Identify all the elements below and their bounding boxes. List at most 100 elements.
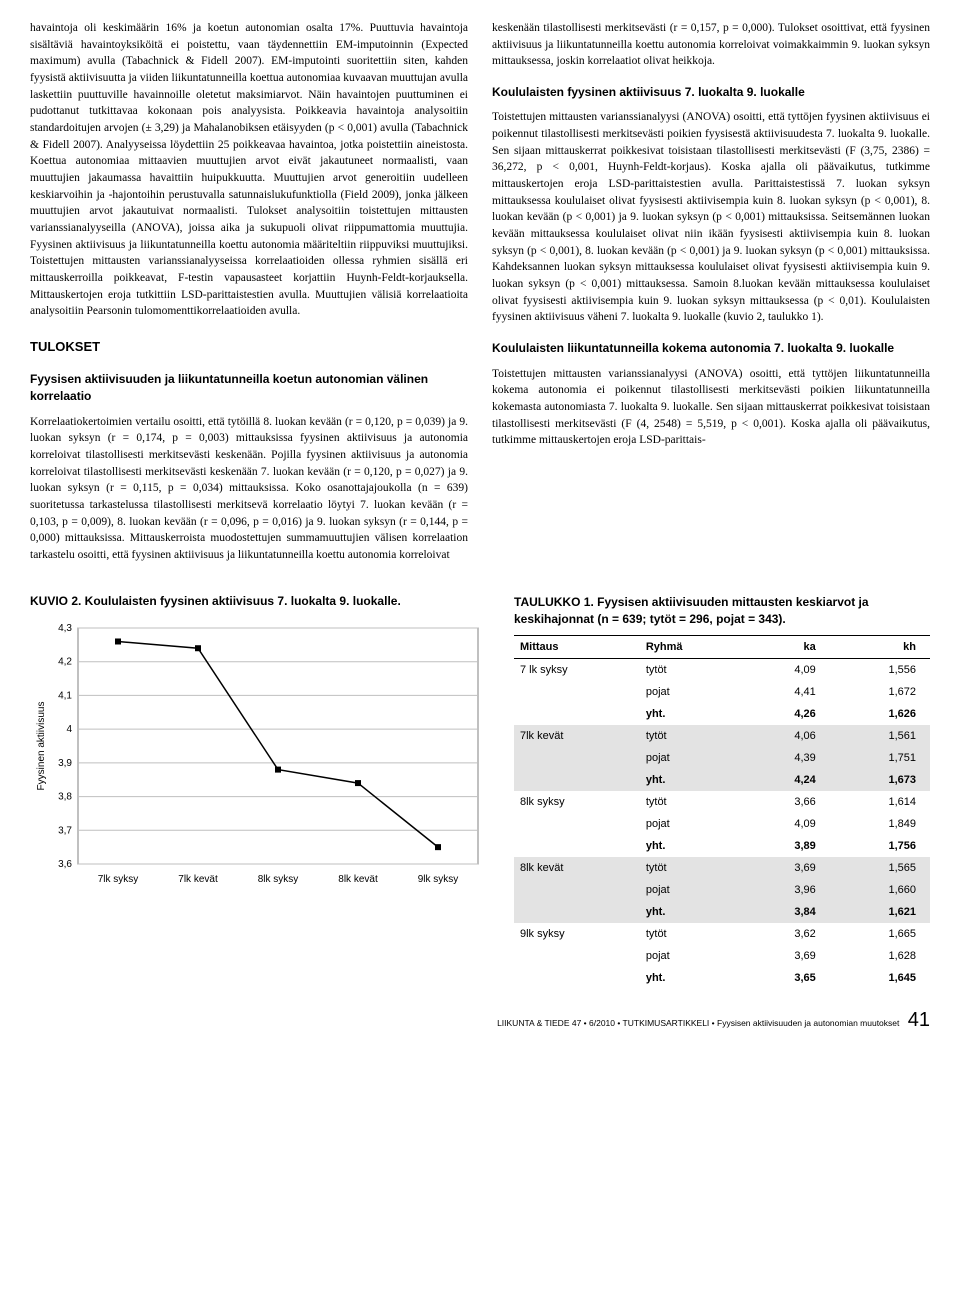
table-cell: pojat [640, 681, 743, 703]
table-row: yht.4,241,673 [514, 769, 930, 791]
svg-text:8lk syksy: 8lk syksy [258, 874, 299, 885]
table-cell: pojat [640, 813, 743, 835]
svg-text:7lk kevät: 7lk kevät [178, 874, 218, 885]
table-cell: 8lk kevät [514, 857, 640, 879]
table-cell: 4,39 [742, 747, 829, 769]
svg-text:4,3: 4,3 [58, 623, 72, 634]
svg-text:3,6: 3,6 [58, 859, 72, 870]
table-cell [514, 967, 640, 989]
table-cell: 1,751 [830, 747, 930, 769]
section-heading-tulokset: TULOKSET [30, 338, 468, 357]
body-paragraph: Toistettujen mittausten varianssianalyys… [492, 366, 930, 449]
table-cell: pojat [640, 945, 743, 967]
table-cell: yht. [640, 703, 743, 725]
table-cell: pojat [640, 879, 743, 901]
table-cell: 4,24 [742, 769, 829, 791]
table-row: yht.3,841,621 [514, 901, 930, 923]
table-1-caption: TAULUKKO 1. Fyysisen aktiivisuuden mitta… [514, 594, 930, 628]
table-row: pojat3,961,660 [514, 879, 930, 901]
table-cell: 4,09 [742, 813, 829, 835]
table-cell: 1,556 [830, 659, 930, 682]
svg-text:Fyysinen aktiivisuus: Fyysinen aktiivisuus [36, 701, 47, 790]
svg-text:3,8: 3,8 [58, 791, 72, 802]
table-cell: 3,96 [742, 879, 829, 901]
table-cell: 7 lk syksy [514, 659, 640, 682]
figure-2-chart: 4,3 4,2 4,1 4 3,9 3,8 3,7 3,6 7lk syksy 7lk kevät… [30, 618, 490, 898]
svg-text:8lk kevät: 8lk kevät [338, 874, 378, 885]
table-cell: 1,673 [830, 769, 930, 791]
table-cell: 1,645 [830, 967, 930, 989]
table-cell: 1,756 [830, 835, 930, 857]
table-header-cell: ka [742, 636, 829, 659]
figure-2-block: KUVIO 2. Koululaisten fyysinen aktiivisu… [30, 594, 490, 903]
footer-text: LIIKUNTA & TIEDE 47 • 6/2010 • TUTKIMUSA… [497, 1018, 899, 1028]
table-cell: 1,565 [830, 857, 930, 879]
page-number: 41 [908, 1009, 930, 1031]
table-cell: tytöt [640, 791, 743, 813]
svg-text:7lk syksy: 7lk syksy [98, 874, 139, 885]
table-header-cell: Ryhmä [640, 636, 743, 659]
table-cell: 3,84 [742, 901, 829, 923]
table-cell: tytöt [640, 923, 743, 945]
table-cell: yht. [640, 769, 743, 791]
table-row: yht.4,261,626 [514, 703, 930, 725]
table-cell: 4,26 [742, 703, 829, 725]
table-1: MittausRyhmäkakh7 lk syksytytöt4,091,556… [514, 635, 930, 989]
table-cell: 1,621 [830, 901, 930, 923]
table-cell: 1,672 [830, 681, 930, 703]
svg-text:4,2: 4,2 [58, 656, 72, 667]
table-cell: yht. [640, 901, 743, 923]
body-paragraph: keskenään tilastollisesti merkitsevästi … [492, 20, 930, 70]
table-cell: yht. [640, 967, 743, 989]
table-cell: 1,626 [830, 703, 930, 725]
body-paragraph: havaintoja oli keskimäärin 16% ja koetun… [30, 20, 468, 320]
table-row: 9lk syksytytöt3,621,665 [514, 923, 930, 945]
table-row: 7 lk syksytytöt4,091,556 [514, 659, 930, 682]
table-row: 8lk syksytytöt3,661,614 [514, 791, 930, 813]
table-cell: 1,849 [830, 813, 930, 835]
svg-text:3,9: 3,9 [58, 758, 72, 769]
table-cell: 1,660 [830, 879, 930, 901]
table-row: pojat3,691,628 [514, 945, 930, 967]
table-cell: 4,06 [742, 725, 829, 747]
table-cell: 7lk kevät [514, 725, 640, 747]
subheading-autonomy: Koululaisten liikuntatunneilla kokema au… [492, 340, 930, 357]
svg-text:9lk syksy: 9lk syksy [418, 874, 459, 885]
table-cell: 8lk syksy [514, 791, 640, 813]
table-cell: 4,09 [742, 659, 829, 682]
right-column: keskenään tilastollisesti merkitsevästi … [492, 20, 930, 574]
table-cell: tytöt [640, 725, 743, 747]
left-column: havaintoja oli keskimäärin 16% ja koetun… [30, 20, 468, 574]
table-cell [514, 879, 640, 901]
table-cell [514, 703, 640, 725]
table-cell: 3,69 [742, 857, 829, 879]
table-row: pojat4,391,751 [514, 747, 930, 769]
table-cell: 1,614 [830, 791, 930, 813]
svg-text:3,7: 3,7 [58, 825, 72, 836]
table-cell: tytöt [640, 659, 743, 682]
svg-text:4: 4 [66, 724, 72, 735]
table-cell: yht. [640, 835, 743, 857]
table-cell: 3,62 [742, 923, 829, 945]
table-cell: 4,41 [742, 681, 829, 703]
table-cell: 3,66 [742, 791, 829, 813]
svg-text:4,1: 4,1 [58, 690, 72, 701]
table-cell [514, 901, 640, 923]
table-cell [514, 681, 640, 703]
body-paragraph: Korrelaatiokertoimien vertailu osoitti, … [30, 414, 468, 564]
table-row: yht.3,651,645 [514, 967, 930, 989]
table-row: 8lk kevättytöt3,691,565 [514, 857, 930, 879]
table-row: yht.3,891,756 [514, 835, 930, 857]
table-cell [514, 945, 640, 967]
table-cell: 3,65 [742, 967, 829, 989]
table-cell: 1,665 [830, 923, 930, 945]
table-cell: 9lk syksy [514, 923, 640, 945]
table-header-cell: kh [830, 636, 930, 659]
table-cell [514, 769, 640, 791]
table-row: pojat4,411,672 [514, 681, 930, 703]
table-row: pojat4,091,849 [514, 813, 930, 835]
table-cell [514, 813, 640, 835]
table-row: 7lk kevättytöt4,061,561 [514, 725, 930, 747]
table-cell: 3,69 [742, 945, 829, 967]
table-cell: pojat [640, 747, 743, 769]
